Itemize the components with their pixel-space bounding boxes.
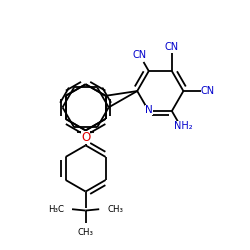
Text: N: N — [145, 105, 153, 115]
Text: O: O — [81, 132, 90, 144]
Text: CN: CN — [132, 50, 146, 59]
Text: CH₃: CH₃ — [78, 228, 94, 237]
Text: H₃C: H₃C — [48, 205, 64, 214]
Text: NH₂: NH₂ — [174, 121, 193, 131]
Text: CN: CN — [165, 42, 179, 51]
Text: CH₃: CH₃ — [107, 205, 123, 214]
Text: CN: CN — [201, 86, 215, 96]
